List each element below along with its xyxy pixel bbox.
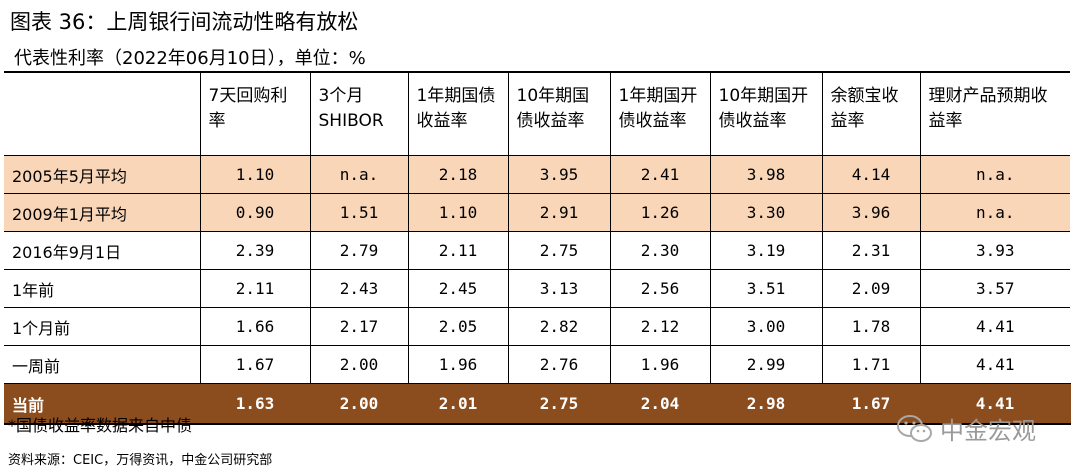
table-cell: 1.51 [310,193,409,232]
row-label: 2005年5月平均 [4,155,201,194]
table-cell: 4.14 [822,155,921,194]
table-cell: 2.91 [508,193,611,232]
table-cell: 2.31 [822,231,921,270]
table-cell: n.a. [310,155,409,194]
table-cell: 2.75 [508,383,611,425]
table-row: 2009年1月平均 0.90 1.51 1.10 2.91 1.26 3.30 … [4,193,1070,232]
table-cell: 1.96 [610,345,711,384]
header-10y-cdb: 10年期国开债收益率 [710,73,823,156]
table-cell: 4.41 [920,307,1070,346]
rates-table-wrapper: 7天回购利率 3个月SHIBOR 1年期国债收益率 10年期国债收益率 1年期国… [4,71,1071,425]
table-cell: 3.95 [508,155,611,194]
table-cell: 2.00 [310,345,409,384]
wechat-icon [897,414,932,442]
table-cell: 3.57 [920,269,1070,308]
table-row: 2016年9月1日 2.39 2.79 2.11 2.75 2.30 3.19 … [4,231,1070,270]
table-cell: 1.96 [408,345,509,384]
header-yuebao: 余额宝收益率 [822,73,921,156]
table-cell: 2.82 [508,307,611,346]
table-cell: 2.56 [610,269,711,308]
table-row: 2005年5月平均 1.10 n.a. 2.18 3.95 2.41 3.98 … [4,155,1070,194]
table-row: 一周前 1.67 2.00 1.96 2.76 1.96 2.99 1.71 4… [4,345,1070,384]
table-cell: 2.04 [610,383,711,425]
table-cell: 2.18 [408,155,509,194]
table-cell: 2.43 [310,269,409,308]
table-cell: 2.79 [310,231,409,270]
table-cell: 3.30 [710,193,823,232]
table-cell: 2.17 [310,307,409,346]
table-cell: 2.11 [408,231,509,270]
table-cell: 1.78 [822,307,921,346]
table-row-current: 当前 1.63 2.00 2.01 2.75 2.04 2.98 1.67 4.… [4,383,1071,425]
row-label: 2016年9月1日 [4,231,201,270]
header-3m-shibor: 3个月SHIBOR [310,73,409,156]
table-cell: 4.41 [920,345,1070,384]
table-cell: n.a. [920,155,1070,194]
table-cell: 3.93 [920,231,1070,270]
table-cell: 1.71 [822,345,921,384]
table-cell: 2.99 [710,345,823,384]
header-10y-govt: 10年期国债收益率 [508,73,611,156]
footnote: *国债收益率数据来自中债 [8,416,193,435]
table-cell: 2.11 [200,269,311,308]
table-cell: 2.41 [610,155,711,194]
table-cell: 3.96 [822,193,921,232]
table-cell: 1.63 [200,383,311,425]
table-cell: 3.98 [710,155,823,194]
header-1y-govt: 1年期国债收益率 [408,73,509,156]
row-label: 1年前 [4,269,201,308]
table-cell: 2.75 [508,231,611,270]
page-title: 图表 36：上周银行间流动性略有放松 [10,10,359,34]
table-cell: 2.39 [200,231,311,270]
row-label: 2009年1月平均 [4,193,201,232]
table-cell: 1.10 [408,193,509,232]
rates-table: 7天回购利率 3个月SHIBOR 1年期国债收益率 10年期国债收益率 1年期国… [4,73,1071,425]
header-1y-cdb: 1年期国开债收益率 [610,73,711,156]
table-cell: 2.05 [408,307,509,346]
row-label: 一周前 [4,345,201,384]
row-label: 1个月前 [4,307,201,346]
logo-text: 中金宏观 [940,417,1036,445]
header-wealth-product: 理财产品预期收益率 [920,73,1070,156]
table-cell: 2.00 [310,383,409,425]
table-cell: 4.41 [920,383,1071,425]
table-cell: 2.76 [508,345,611,384]
table-cell: 2.09 [822,269,921,308]
table-cell: 2.45 [408,269,509,308]
table-cell: 2.98 [710,383,823,425]
watermark-logo: 中金宏观 [896,411,1036,446]
header-empty [4,73,201,156]
table-cell: 0.90 [200,193,311,232]
table-cell: 2.30 [610,231,711,270]
row-label: 当前 [4,383,201,425]
table-cell: n.a. [920,193,1070,232]
table-cell: 3.00 [710,307,823,346]
table-cell: 2.01 [408,383,509,425]
header-7d-repo: 7天回购利率 [200,73,311,156]
table-cell: 1.66 [200,307,311,346]
table-cell: 1.67 [200,345,311,384]
table-row: 1个月前 1.66 2.17 2.05 2.82 2.12 3.00 1.78 … [4,307,1070,346]
table-header-row: 7天回购利率 3个月SHIBOR 1年期国债收益率 10年期国债收益率 1年期国… [4,73,1070,156]
table-cell: 1.26 [610,193,711,232]
source-line: 资料来源：CEIC，万得资讯，中金公司研究部 [8,453,273,468]
table-subtitle: 代表性利率（2022年06月10日），单位：% [14,48,366,69]
table-cell: 3.13 [508,269,611,308]
table-cell: 3.19 [710,231,823,270]
table-row: 1年前 2.11 2.43 2.45 3.13 2.56 3.51 2.09 3… [4,269,1070,308]
table-cell: 1.10 [200,155,311,194]
table-cell: 3.51 [710,269,823,308]
table-cell: 2.12 [610,307,711,346]
